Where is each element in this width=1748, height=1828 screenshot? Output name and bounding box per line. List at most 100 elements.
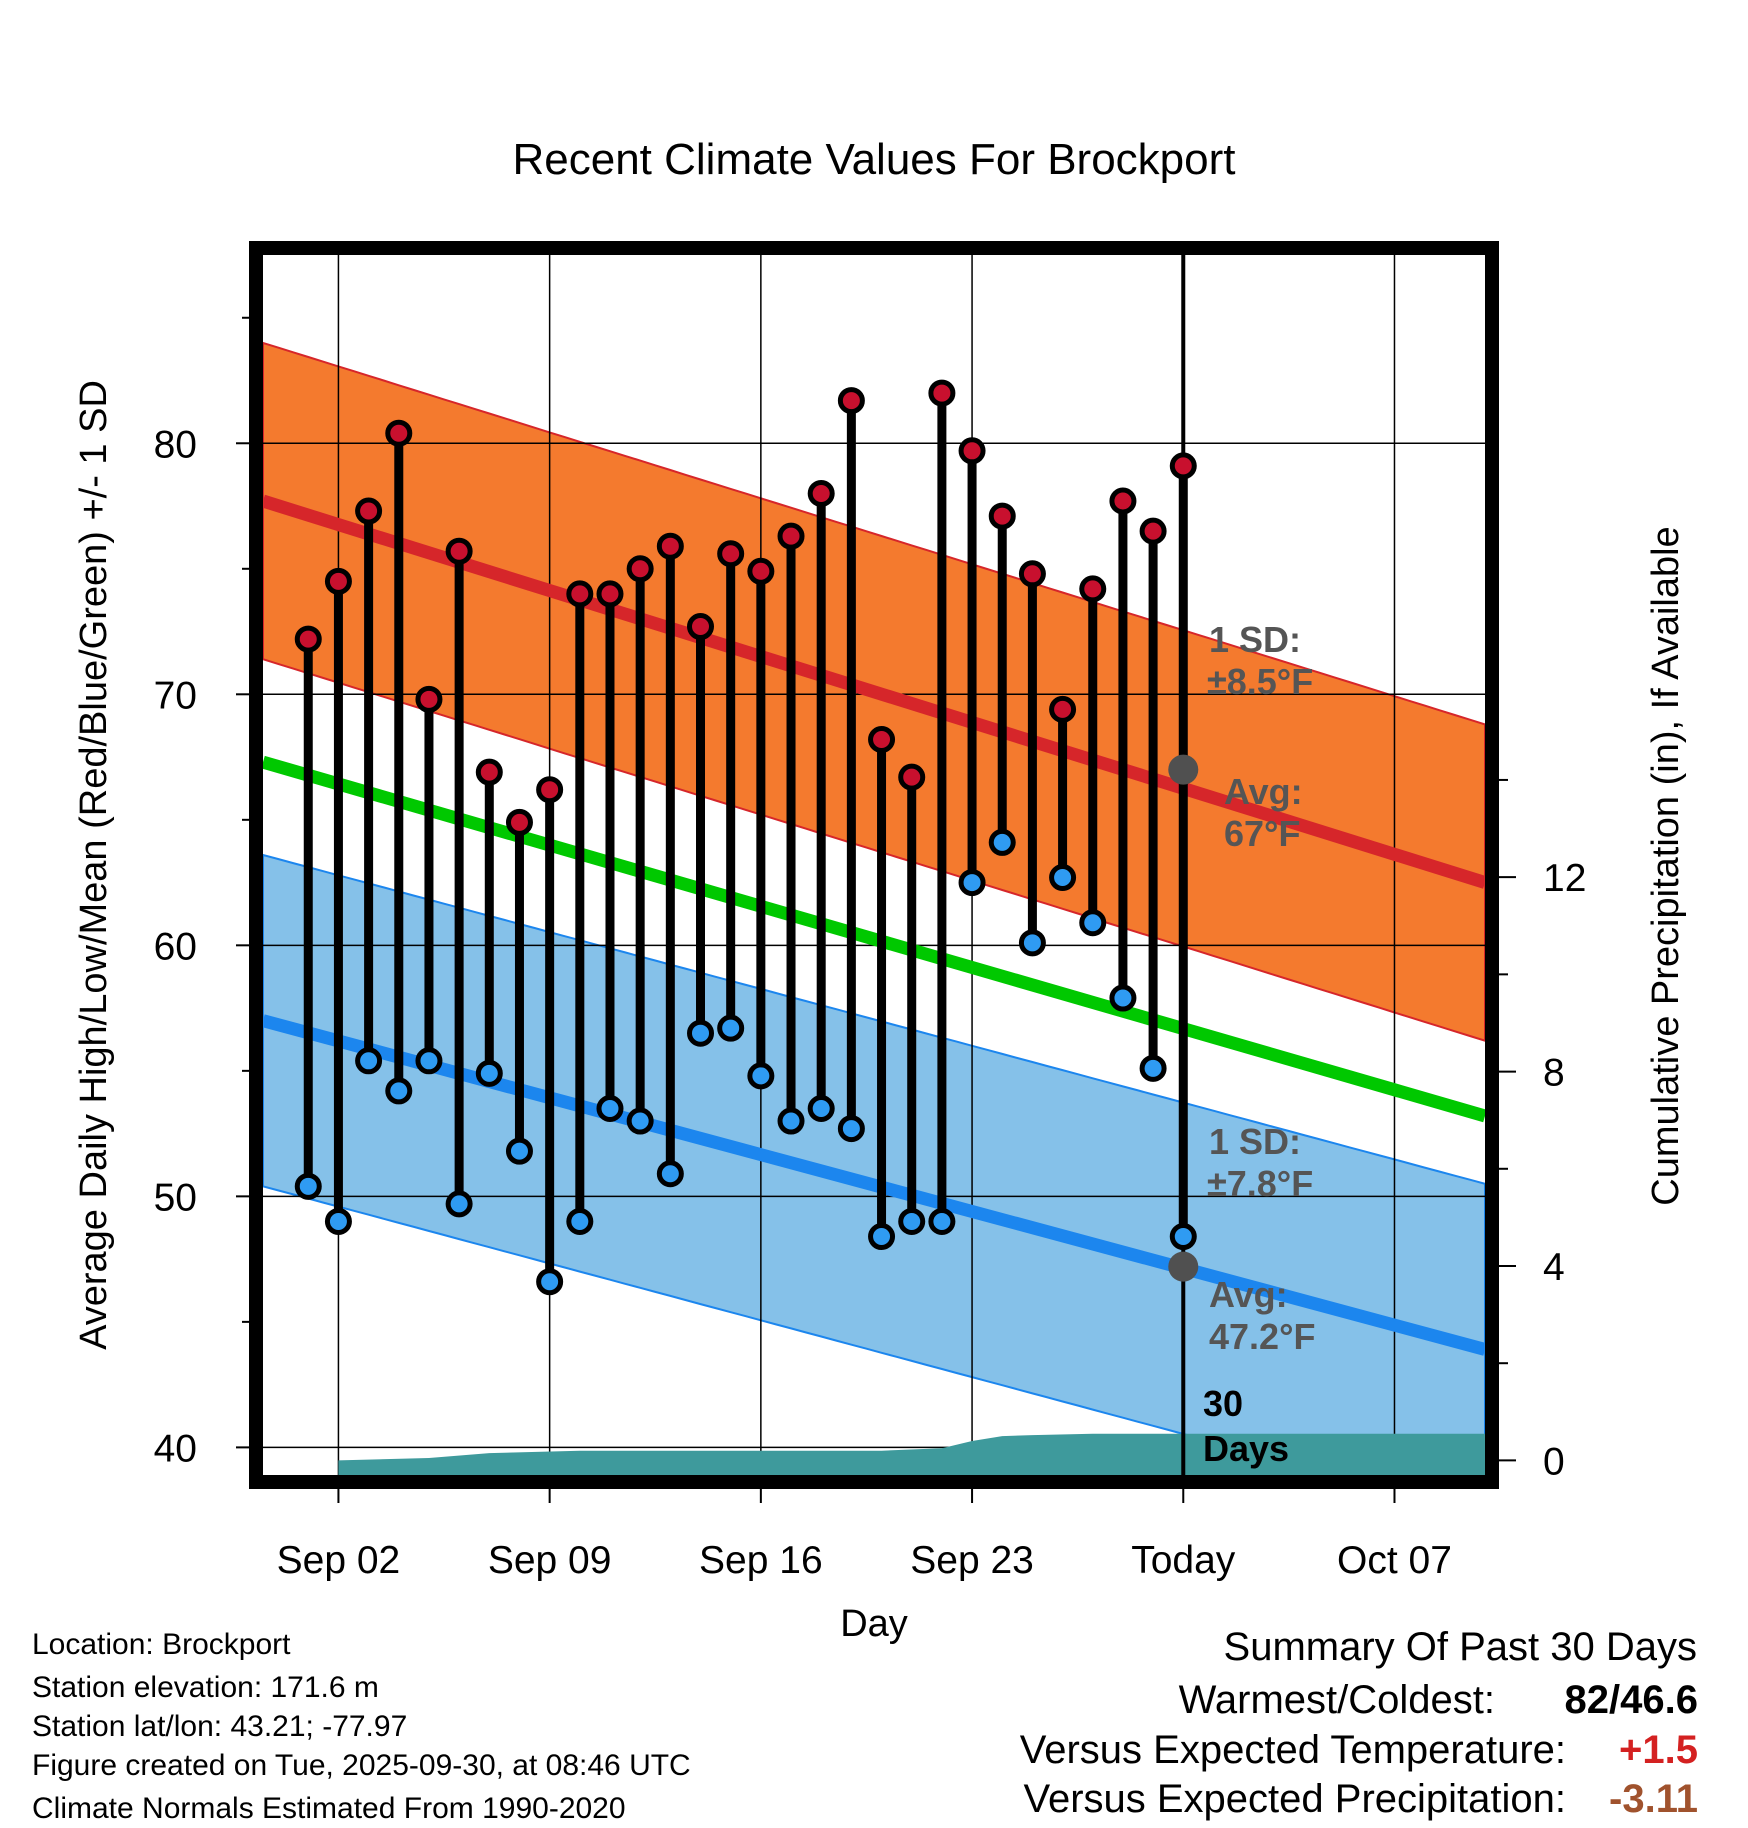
info-location: Location: Brockport [32,1628,291,1661]
high-point [777,522,805,550]
y-axis-label: Average Daily High/Low/Mean (Red/Blue/Gr… [73,380,115,1350]
y2-axis-label: Cumulative Precipitation (in), If Availa… [1645,526,1687,1205]
low-point [596,1094,624,1122]
summary-warmest-label: Warmest/Coldest: [1179,1678,1495,1722]
low-point [385,1077,413,1105]
high-point [928,379,956,407]
x-tick-label: Oct 07 [1337,1539,1452,1582]
low-point [415,1047,443,1075]
high-point [898,763,926,791]
info-created: Figure created on Tue, 2025-09-30, at 08… [32,1749,691,1782]
low-point [355,1047,383,1075]
y-tick-label: 50 [154,1176,197,1219]
high-point [717,540,745,568]
precip-area [338,1433,1485,1475]
x-tick-label: Sep 09 [488,1539,612,1582]
low-point [717,1014,745,1042]
high-point [807,479,835,507]
high-point [1018,560,1046,588]
normal-low-line [263,1014,1485,1356]
high-point [837,387,865,415]
low-point [1169,1223,1197,1251]
high-point [415,685,443,713]
high-point [656,532,684,560]
low-avg-value: 47.2°F [1209,1316,1315,1357]
low-point [656,1160,684,1188]
y-tick-label: 60 [154,925,197,968]
low-point [1079,909,1107,937]
low-point [566,1207,594,1235]
high-avg-value: 67°F [1224,813,1300,854]
info-latlon: Station lat/lon: 43.21; -77.97 [32,1710,407,1743]
low-point [475,1059,503,1087]
high-point [747,557,775,585]
low-sd-band [263,853,1485,1475]
daily-dots [294,379,1197,1296]
high-point [536,776,564,804]
low-point [807,1094,835,1122]
y2-tick-label: 0 [1543,1440,1565,1483]
y-axis-ticks: 40 50 60 70 80 [154,316,249,1470]
high-point [1079,575,1107,603]
low-point [687,1019,715,1047]
high-point [687,613,715,641]
high-point [445,537,473,565]
high-sd-value: ±8.5°F [1207,661,1313,702]
y2-tick-label: 4 [1543,1246,1565,1289]
high-point [596,580,624,608]
low-point [898,1207,926,1235]
low-point [324,1207,352,1235]
summary-precip-label: Versus Expected Precipitation: [1023,1777,1566,1821]
summary-precip-value: -3.11 [1609,1777,1698,1821]
y2-axis-ticks: 0 4 8 12 [1499,778,1586,1483]
high-point [1109,487,1137,515]
low-point [626,1107,654,1135]
low-point [868,1223,896,1251]
normal-mean-line [263,755,1485,1123]
high-point [1049,695,1077,723]
high-point [1139,517,1167,545]
low-point [1018,929,1046,957]
y-tick-label: 40 [154,1427,197,1470]
y2-tick-label: 12 [1543,857,1586,900]
low-avg-label: Avg: [1209,1274,1288,1315]
low-point [777,1107,805,1135]
low-point [536,1268,564,1296]
low-point [958,869,986,897]
low-point [988,828,1016,856]
low-sd-label: 1 SD: [1209,1121,1301,1162]
x-tick-label: Today [1131,1539,1236,1582]
high-sd-label: 1 SD: [1209,619,1301,660]
y-tick-label: 70 [154,674,197,717]
low-point [294,1172,322,1200]
high-point [355,497,383,525]
x-tick-label: Sep 23 [910,1539,1034,1582]
high-point [626,555,654,583]
low-point [505,1137,533,1165]
chart-title: Recent Climate Values For Brockport [512,135,1235,184]
days-count: 30 [1203,1383,1243,1424]
high-point [505,808,533,836]
high-point [566,580,594,608]
summary-temp-label: Versus Expected Temperature: [1020,1728,1566,1772]
low-point [747,1062,775,1090]
info-normals: Climate Normals Estimated From 1990-2020 [32,1792,626,1825]
high-point [988,502,1016,530]
today-high-avg-dot [1168,754,1199,785]
y-tick-label: 80 [154,423,197,466]
y2-tick-label: 8 [1543,1052,1565,1095]
low-point [928,1207,956,1235]
high-point [958,437,986,465]
normal-high-line [263,494,1485,889]
low-point [837,1115,865,1143]
summary-title: Summary Of Past 30 Days [1224,1625,1697,1669]
x-tick-label: Sep 02 [277,1539,401,1582]
days-word: Days [1203,1428,1289,1469]
low-point [1049,864,1077,892]
low-point [1109,984,1137,1012]
high-point [1169,452,1197,480]
high-avg-label: Avg: [1224,771,1303,812]
low-point [1139,1054,1167,1082]
high-point [294,625,322,653]
